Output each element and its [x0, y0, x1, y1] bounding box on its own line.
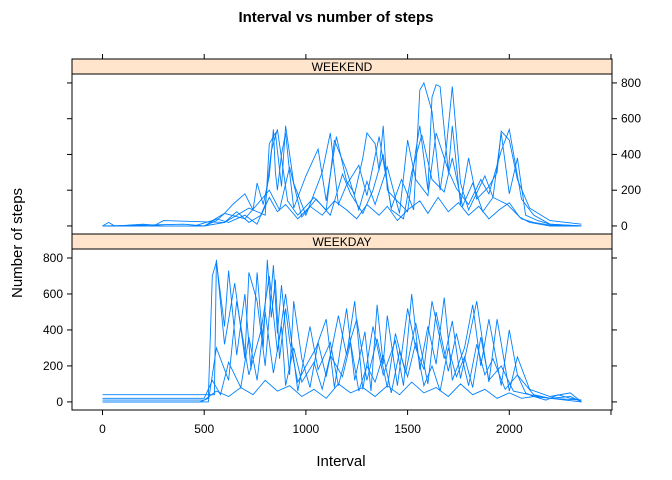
y-tick-label: 400: [621, 147, 641, 161]
y-tick-label: 200: [621, 183, 641, 197]
y-tick-label: 400: [43, 323, 63, 337]
x-tick-label: 500: [194, 422, 214, 436]
y-tick-label: 0: [621, 219, 628, 233]
series-line-2: [102, 259, 582, 403]
y-tick-label: 800: [621, 76, 641, 90]
x-axis-label: Interval: [316, 453, 365, 470]
panel-weekend: WEEKEND 0 200 400 600 800: [67, 58, 641, 235]
chart-title: Interval vs number of steps: [238, 9, 433, 26]
x-tick-label: 1000: [293, 422, 320, 436]
series-group: [102, 259, 582, 403]
y-axis-label: Number of steps: [9, 188, 26, 298]
x-tick-label: 2000: [496, 422, 523, 436]
strip-label: WEEKEND: [312, 60, 373, 74]
series-line-2: [102, 81, 582, 227]
y-tick-label: 200: [43, 359, 63, 373]
series-group: [102, 81, 582, 227]
y-tick-label: 600: [43, 287, 63, 301]
series-line-5: [102, 275, 582, 403]
panel-weekday: WEEKDAY 0 200 400 600 800: [43, 233, 617, 411]
panel-border: [71, 248, 613, 411]
panels: WEEKEND 0 200 400 600 800 WEEKDAY 0 200 400 600 800: [43, 58, 641, 411]
y-tick-label: 800: [43, 251, 63, 265]
series-line-1: [102, 84, 582, 227]
series-line-3: [102, 311, 582, 401]
strip-label: WEEKDAY: [312, 235, 371, 249]
axes: 0 500 1000 1500 2000: [99, 54, 612, 436]
panel-border: [71, 73, 613, 235]
y-tick-label: 600: [621, 112, 641, 126]
x-tick-label: 1500: [394, 422, 421, 436]
series-line-5: [102, 134, 582, 227]
series-line-4: [102, 196, 582, 227]
x-tick-label: 0: [99, 422, 106, 436]
series-line-3: [102, 127, 582, 227]
y-tick-label: 0: [56, 395, 63, 409]
